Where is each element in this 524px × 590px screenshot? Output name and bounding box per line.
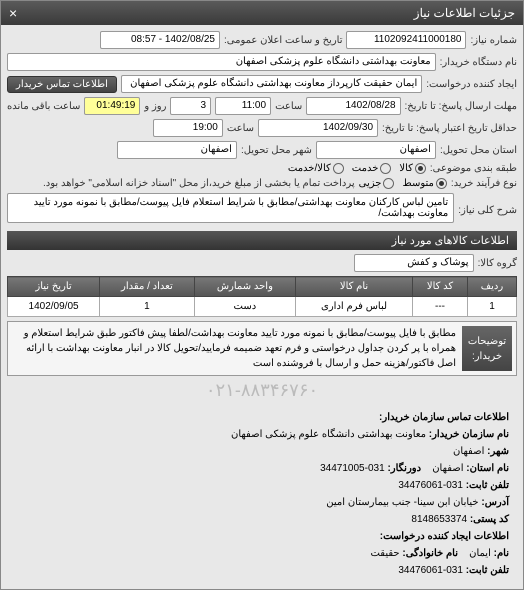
- fax-label: دورنگار:: [387, 463, 421, 474]
- contact-city-label: شهر:: [487, 446, 509, 457]
- org-label: نام سازمان خریدار:: [429, 429, 509, 440]
- city-label: شهر محل تحویل:: [241, 145, 312, 156]
- budget-label: طبقه بندی موضوعی:: [430, 163, 517, 174]
- contact-province: اصفهان: [432, 463, 463, 474]
- radio-icon: [380, 163, 391, 174]
- col-qty: تعداد / مقدار: [100, 277, 195, 297]
- need-title: تامین لباس کارکنان معاونت بهداشتی/مطابق …: [7, 193, 454, 223]
- datetime-label: تاریخ و ساعت اعلان عمومی:: [224, 35, 343, 46]
- purchase-note: پرداخت تمام یا بخشی از مبلغ خرید،از محل …: [43, 178, 355, 189]
- remain-suffix: ساعت باقی مانده: [7, 101, 80, 112]
- purchase-opt-minor[interactable]: جزیی: [359, 178, 395, 189]
- cell-rownum: 1: [468, 297, 517, 317]
- close-icon[interactable]: ×: [9, 5, 17, 21]
- content-area: شماره نیاز: 1102092411000180 تاریخ و ساع…: [1, 25, 523, 589]
- fax-value: 031-34471005: [320, 463, 385, 474]
- col-name: نام کالا: [296, 277, 413, 297]
- reply-date: 1402/08/28: [306, 97, 400, 115]
- addr-label: آدرس:: [481, 497, 509, 508]
- creator-lname-label: نام خانوادگی:: [402, 548, 458, 559]
- reply-time: 11:00: [215, 97, 271, 115]
- goods-table: ردیف کد کالا نام کالا واحد شمارش تعداد /…: [7, 276, 517, 317]
- contact-province-label: نام استان:: [466, 463, 509, 474]
- radio-icon: [383, 178, 394, 189]
- radio-icon: [436, 178, 447, 189]
- creator-name-label: نام:: [494, 548, 509, 559]
- contact-buyer-button[interactable]: اطلاعات تماس خریدار: [7, 76, 117, 93]
- tel-value: 031-34476061: [398, 480, 463, 491]
- valid-time: 19:00: [153, 119, 223, 137]
- number-label: شماره نیاز:: [470, 35, 517, 46]
- post-value: 8148653374: [411, 514, 467, 525]
- need-title-label: شرح کلی نیاز:: [458, 205, 517, 216]
- reply-deadline-label: مهلت ارسال پاسخ: تا تاریخ:: [405, 101, 517, 112]
- need-number: 1102092411000180: [346, 31, 466, 49]
- detail-window: جزئیات اطلاعات نیاز × شماره نیاز: 110209…: [0, 0, 524, 590]
- cell-name: لباس فرم اداری: [296, 297, 413, 317]
- goods-section-header: اطلاعات کالاهای مورد نیاز: [7, 231, 517, 250]
- cell-code: ---: [413, 297, 468, 317]
- creator-name: ایمان حقیقت کارپرداز معاونت بهداشتی دانش…: [121, 75, 422, 93]
- creator-firstname: ایمان: [469, 548, 491, 559]
- creator-tel: 031-34476061: [398, 565, 463, 576]
- creator-tel-label: تلفن ثابت:: [466, 565, 509, 576]
- group-label: گروه کالا:: [478, 258, 517, 269]
- tel-label: تلفن ثابت:: [466, 480, 509, 491]
- description-text: مطابق با فایل پیوست/مطابق با نمونه مورد …: [12, 326, 456, 371]
- window-title: جزئیات اطلاعات نیاز: [414, 6, 515, 20]
- budget-opt-goods[interactable]: کالا: [399, 163, 426, 174]
- purchase-opt-medium[interactable]: متوسط: [402, 178, 446, 189]
- cell-qty: 1: [100, 297, 195, 317]
- cell-unit: دست: [194, 297, 295, 317]
- reply-time-label: ساعت: [275, 101, 302, 112]
- watermark-phone: ۰۲۱-۸۸۳۴۶۷۶۰: [7, 380, 517, 401]
- table-header-row: ردیف کد کالا نام کالا واحد شمارش تعداد /…: [8, 277, 517, 297]
- addr-value: خیابان ابن سینا- جنب بیمارستان امین: [326, 497, 478, 508]
- radio-icon: [415, 163, 426, 174]
- col-row: ردیف: [468, 277, 517, 297]
- creator-lastname: حقیقت: [370, 548, 399, 559]
- province-label: استان محل تحویل:: [440, 145, 517, 156]
- announce-datetime: 1402/08/25 - 08:57: [100, 31, 220, 49]
- col-date: تاریخ نیاز: [8, 277, 100, 297]
- budget-opt-both[interactable]: کالا/خدمت: [288, 163, 344, 174]
- col-code: کد کالا: [413, 277, 468, 297]
- valid-time-label: ساعت: [227, 123, 254, 134]
- contact-info-block: اطلاعات تماس سازمان خریدار: نام سازمان خ…: [7, 405, 517, 583]
- contact-header: اطلاعات تماس سازمان خریدار:: [379, 412, 509, 423]
- cell-date: 1402/09/05: [8, 297, 100, 317]
- creator-info-header: اطلاعات ایجاد کننده درخواست:: [380, 531, 509, 542]
- remain-days: 3: [170, 97, 211, 115]
- valid-date: 1402/09/30: [258, 119, 378, 137]
- col-unit: واحد شمارش: [194, 277, 295, 297]
- buyer-name: معاونت بهداشتی دانشگاه علوم پزشکی اصفهان: [7, 53, 436, 71]
- titlebar: جزئیات اطلاعات نیاز ×: [1, 1, 523, 25]
- valid-label: حداقل تاریخ اعتبار پاسخ: تا تاریخ:: [382, 123, 517, 134]
- remain-days-label: روز و: [144, 101, 166, 112]
- table-row[interactable]: 1 --- لباس فرم اداری دست 1 1402/09/05: [8, 297, 517, 317]
- purchase-radio-group: متوسط جزیی: [359, 178, 447, 189]
- post-label: کد پستی:: [470, 514, 509, 525]
- purchase-label: نوع فرآیند خرید:: [451, 178, 517, 189]
- buyer-description-box: توضیحات خریدار: مطابق با فایل پیوست/مطاب…: [7, 321, 517, 376]
- delivery-city: اصفهان: [117, 141, 237, 159]
- buyer-label: نام دستگاه خریدار:: [440, 57, 517, 68]
- creator-label: ایجاد کننده درخواست:: [426, 79, 517, 90]
- description-label: توضیحات خریدار:: [462, 326, 512, 371]
- budget-opt-service[interactable]: خدمت: [352, 163, 392, 174]
- goods-group: پوشاک و کفش: [354, 254, 474, 272]
- org-value: معاونت بهداشتی دانشگاه علوم پزشکی اصفهان: [231, 429, 426, 440]
- remain-time: 01:49:19: [84, 97, 140, 115]
- contact-city: اصفهان: [453, 446, 484, 457]
- budget-radio-group: کالا خدمت کالا/خدمت: [288, 163, 426, 174]
- radio-icon: [333, 163, 344, 174]
- delivery-province: اصفهان: [316, 141, 436, 159]
